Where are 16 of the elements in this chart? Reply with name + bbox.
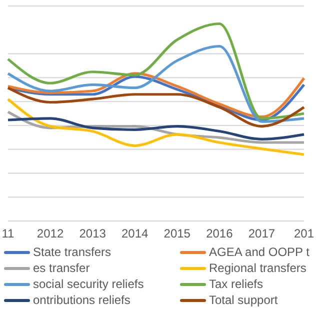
legend-label: ontributions reliefs (33, 293, 130, 307)
legend-label: es transfer (33, 261, 90, 275)
legend-label: Tax reliefs (209, 277, 264, 291)
legend-label: social security reliefs (33, 277, 144, 291)
legend-label: AGEA and OOPP t (209, 245, 310, 259)
legend-label: Regional transfers (209, 261, 306, 275)
x-tick-label: 2015 (164, 226, 191, 241)
x-tick-label: 2016 (206, 226, 234, 241)
x-tick-label: 2013 (79, 226, 106, 241)
x-tick-label: 11 (2, 226, 15, 241)
legend-label: State transfers (33, 245, 112, 259)
legend-label: Total support (209, 293, 278, 307)
x-tick-label: 2017 (248, 226, 276, 241)
x-tick-label: 201 (294, 226, 314, 241)
x-tick-label: 2012 (36, 226, 64, 241)
x-tick-label: 2014 (122, 226, 149, 241)
